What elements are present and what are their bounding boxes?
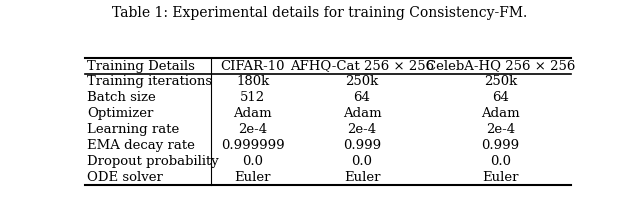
Text: 250k: 250k (346, 75, 379, 88)
Text: Adam: Adam (481, 107, 520, 120)
Text: Adam: Adam (234, 107, 272, 120)
Text: 250k: 250k (484, 75, 517, 88)
Text: 2e-4: 2e-4 (238, 123, 268, 136)
Text: Optimizer: Optimizer (88, 107, 154, 120)
Text: Learning rate: Learning rate (88, 123, 180, 136)
Text: Table 1: Experimental details for training Consistency-FM.: Table 1: Experimental details for traini… (113, 6, 527, 20)
Text: CelebA-HQ 256 × 256: CelebA-HQ 256 × 256 (426, 60, 575, 73)
Text: 0.999: 0.999 (481, 139, 520, 152)
Text: ODE solver: ODE solver (88, 171, 163, 184)
Text: Training iterations: Training iterations (88, 75, 212, 88)
Text: AFHQ-Cat 256 × 256: AFHQ-Cat 256 × 256 (290, 60, 434, 73)
Text: 2e-4: 2e-4 (348, 123, 376, 136)
Text: Dropout probability: Dropout probability (88, 155, 219, 168)
Text: EMA decay rate: EMA decay rate (88, 139, 195, 152)
Text: Euler: Euler (234, 171, 271, 184)
Text: 0.999999: 0.999999 (221, 139, 284, 152)
Text: 2e-4: 2e-4 (486, 123, 515, 136)
Text: 180k: 180k (236, 75, 269, 88)
Text: 0.0: 0.0 (351, 155, 372, 168)
Text: Batch size: Batch size (88, 91, 156, 104)
Text: 64: 64 (353, 91, 371, 104)
Text: 64: 64 (492, 91, 509, 104)
Text: CIFAR-10: CIFAR-10 (220, 60, 285, 73)
Text: Euler: Euler (344, 171, 380, 184)
Text: Euler: Euler (483, 171, 519, 184)
Text: 0.0: 0.0 (490, 155, 511, 168)
Text: Adam: Adam (342, 107, 381, 120)
Text: Training Details: Training Details (88, 60, 195, 73)
Text: 0.0: 0.0 (242, 155, 263, 168)
Text: 0.999: 0.999 (343, 139, 381, 152)
Text: 512: 512 (240, 91, 265, 104)
